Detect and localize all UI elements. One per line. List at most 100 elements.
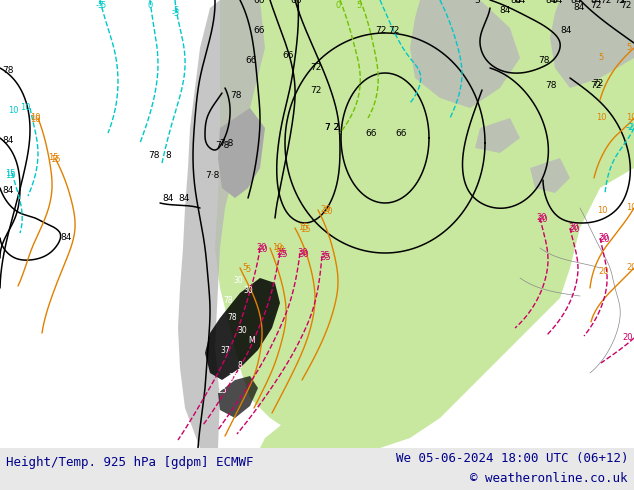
Text: 25: 25 <box>276 248 287 257</box>
Text: 15: 15 <box>48 153 58 162</box>
Text: 84: 84 <box>560 26 571 35</box>
Text: 7 2: 7 2 <box>325 123 339 132</box>
Text: © weatheronline.co.uk: © weatheronline.co.uk <box>470 472 628 485</box>
Polygon shape <box>260 388 380 448</box>
Text: 15: 15 <box>5 171 15 180</box>
Text: 30: 30 <box>237 326 247 335</box>
Text: 10: 10 <box>20 103 30 112</box>
Text: 25: 25 <box>217 386 227 395</box>
Text: 7 2: 7 2 <box>325 123 339 132</box>
Text: 20: 20 <box>622 333 633 342</box>
Text: 84: 84 <box>551 0 562 5</box>
Text: 72: 72 <box>592 79 604 88</box>
Text: 15: 15 <box>5 169 15 178</box>
Text: 66: 66 <box>253 0 264 5</box>
Text: 20: 20 <box>599 235 609 244</box>
Text: 10: 10 <box>626 203 634 212</box>
Text: 84: 84 <box>178 194 190 203</box>
Text: 78: 78 <box>148 151 160 160</box>
Text: 72: 72 <box>590 1 602 10</box>
Text: 20: 20 <box>569 225 579 234</box>
Text: 72: 72 <box>388 26 399 35</box>
Text: 3: 3 <box>474 0 480 5</box>
Text: 37: 37 <box>228 373 238 382</box>
Text: 84: 84 <box>545 0 557 5</box>
Text: 10: 10 <box>272 243 283 252</box>
Polygon shape <box>178 0 265 448</box>
Text: 72: 72 <box>590 81 602 90</box>
Text: 84: 84 <box>499 6 510 15</box>
Text: 84: 84 <box>570 0 581 5</box>
Text: -20: -20 <box>627 123 634 132</box>
Text: -5: -5 <box>172 9 180 18</box>
Text: 20: 20 <box>536 213 547 222</box>
Text: 66: 66 <box>290 0 302 5</box>
Text: 5: 5 <box>245 265 250 274</box>
Text: 0: 0 <box>336 1 341 10</box>
Text: 35: 35 <box>320 253 330 262</box>
Text: 10: 10 <box>274 245 285 254</box>
Text: 66: 66 <box>282 51 294 60</box>
Text: 20: 20 <box>537 215 548 224</box>
Text: 10: 10 <box>596 113 607 122</box>
Text: 3: 3 <box>618 0 624 5</box>
Text: 20: 20 <box>322 207 332 216</box>
Text: -5: -5 <box>172 6 180 15</box>
Text: 84: 84 <box>590 0 602 5</box>
Text: 72: 72 <box>310 63 321 72</box>
Polygon shape <box>218 376 258 418</box>
Text: 7·8: 7·8 <box>205 171 219 180</box>
Text: 8: 8 <box>165 151 171 160</box>
Text: 30: 30 <box>243 286 253 295</box>
Text: 20: 20 <box>598 233 609 242</box>
Text: 78: 78 <box>2 66 13 75</box>
Text: 30: 30 <box>233 276 243 285</box>
Text: 7·8: 7·8 <box>215 141 230 150</box>
Text: 84: 84 <box>510 0 521 5</box>
Text: 10: 10 <box>597 206 607 215</box>
Polygon shape <box>215 0 634 448</box>
Text: 37: 37 <box>220 346 230 355</box>
Polygon shape <box>475 118 520 153</box>
Text: We 05-06-2024 18:00 UTC (06+12): We 05-06-2024 18:00 UTC (06+12) <box>396 452 628 465</box>
Text: 15: 15 <box>298 223 309 232</box>
Text: 84: 84 <box>573 3 585 12</box>
Text: 10: 10 <box>8 106 18 115</box>
Text: 15: 15 <box>300 225 311 234</box>
Text: 30: 30 <box>298 250 309 259</box>
Text: 72: 72 <box>614 0 625 5</box>
Text: 35: 35 <box>319 251 330 260</box>
Text: 72: 72 <box>310 0 321 2</box>
Text: 20: 20 <box>568 223 578 232</box>
Text: 30: 30 <box>297 248 307 257</box>
Text: 78: 78 <box>545 81 557 90</box>
Text: 72: 72 <box>600 0 611 5</box>
Text: 66: 66 <box>253 26 264 35</box>
Polygon shape <box>205 278 280 380</box>
Text: 5: 5 <box>242 263 247 272</box>
Text: 84: 84 <box>2 136 13 145</box>
Text: 20: 20 <box>626 263 634 272</box>
Text: 78: 78 <box>230 91 242 100</box>
Text: M: M <box>249 336 256 345</box>
Text: 66: 66 <box>365 129 377 138</box>
Text: 84: 84 <box>60 233 72 242</box>
Polygon shape <box>550 0 634 88</box>
Text: 5: 5 <box>626 43 631 52</box>
Text: 5: 5 <box>356 1 361 10</box>
Text: 84: 84 <box>162 194 173 203</box>
Polygon shape <box>228 0 530 153</box>
Text: 5: 5 <box>598 53 603 62</box>
Text: 72: 72 <box>310 86 321 95</box>
Text: 15: 15 <box>50 155 60 164</box>
Text: 20: 20 <box>257 245 268 254</box>
Text: 72: 72 <box>375 26 386 35</box>
Text: 20: 20 <box>256 243 266 252</box>
Polygon shape <box>218 108 265 198</box>
Text: 78: 78 <box>227 313 237 322</box>
Text: 20: 20 <box>598 267 609 276</box>
Polygon shape <box>410 0 520 108</box>
Text: 78: 78 <box>538 56 550 65</box>
Text: 72: 72 <box>620 1 631 10</box>
Text: 10: 10 <box>626 113 634 122</box>
